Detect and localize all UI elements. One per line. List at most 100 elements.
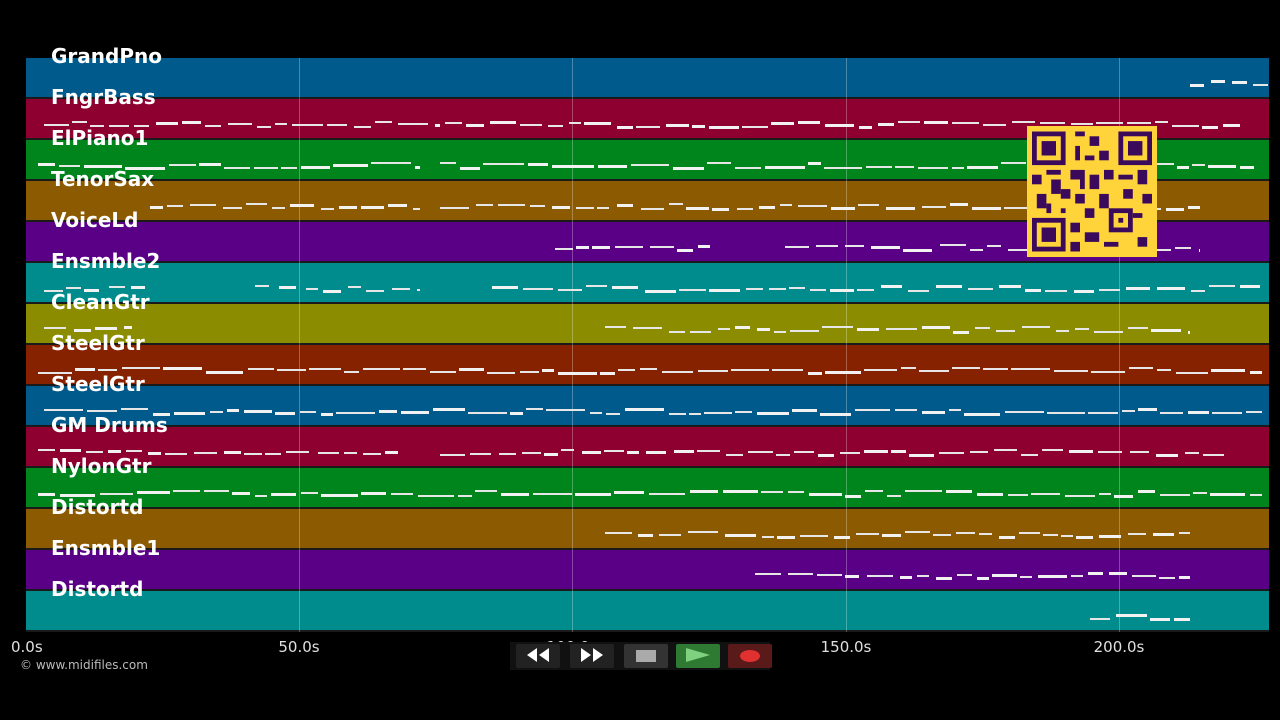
- midi-note: [344, 371, 359, 373]
- track-label: GM Drums: [51, 413, 168, 437]
- midi-note: [859, 126, 872, 129]
- midi-note: [576, 207, 594, 209]
- midi-note: [987, 245, 1001, 247]
- midi-note: [856, 533, 879, 535]
- midi-note: [808, 162, 821, 165]
- midi-note: [1071, 575, 1083, 577]
- midi-note: [679, 289, 706, 291]
- midi-note: [1099, 493, 1111, 495]
- midi-note: [459, 368, 484, 371]
- midi-note: [731, 369, 769, 371]
- lane-separator: [26, 466, 1269, 468]
- midi-note: [100, 493, 133, 495]
- midi-note: [148, 452, 161, 455]
- midi-note: [901, 367, 916, 369]
- grid-line: [846, 58, 847, 632]
- midi-note: [182, 121, 201, 124]
- midi-note: [790, 330, 819, 332]
- time-tick-label: 0.0s: [11, 638, 43, 656]
- midi-note: [1019, 532, 1040, 534]
- midi-note: [788, 491, 804, 493]
- midi-note: [909, 454, 934, 457]
- midi-note: [818, 454, 834, 457]
- midi-note: [468, 412, 507, 414]
- record-icon: [739, 647, 761, 666]
- midi-note: [707, 162, 731, 164]
- midi-note: [435, 124, 440, 127]
- midi-note: [1065, 495, 1095, 497]
- midi-note: [755, 573, 781, 575]
- midi-note: [153, 413, 170, 416]
- midi-note: [510, 412, 523, 415]
- track-label: VoiceLd: [51, 208, 139, 232]
- midi-note: [1130, 451, 1149, 453]
- midi-note: [255, 285, 269, 287]
- play-button[interactable]: [676, 644, 720, 668]
- midi-note: [612, 286, 638, 289]
- midi-note: [590, 412, 602, 414]
- midi-note: [669, 331, 685, 333]
- midi-note: [726, 454, 743, 456]
- midi-note: [692, 125, 705, 128]
- track-lane: [26, 58, 1269, 97]
- midi-note: [391, 493, 413, 495]
- midi-note: [131, 286, 145, 289]
- midi-note: [363, 453, 381, 455]
- midi-note: [206, 371, 243, 374]
- midi-note: [576, 246, 589, 249]
- lane-separator: [26, 589, 1269, 591]
- qr-code-icon: [1027, 126, 1157, 257]
- midi-note: [605, 326, 626, 328]
- midi-note: [109, 286, 125, 288]
- midi-note: [605, 532, 632, 534]
- midi-note: [650, 246, 674, 248]
- qr-code-graphic: [1032, 131, 1152, 252]
- midi-note: [1175, 247, 1191, 249]
- midi-note: [108, 450, 121, 453]
- fast-forward-button[interactable]: [570, 644, 614, 668]
- midi-note: [1153, 533, 1174, 536]
- midi-note: [924, 121, 948, 124]
- midi-note: [882, 534, 901, 537]
- midi-note: [1202, 126, 1218, 129]
- midi-note: [1143, 163, 1174, 165]
- record-button[interactable]: [728, 644, 772, 668]
- lane-separator: [26, 302, 1269, 304]
- midi-note: [1096, 122, 1123, 124]
- midi-note: [697, 450, 720, 452]
- stop-button[interactable]: [624, 644, 668, 668]
- midi-note: [501, 493, 529, 496]
- midi-note: [433, 408, 465, 411]
- midi-note: [552, 165, 594, 168]
- midi-note: [1160, 494, 1190, 496]
- lane-separator: [26, 138, 1269, 140]
- rewind-button[interactable]: [516, 644, 560, 668]
- midi-note: [1240, 166, 1254, 169]
- midi-note: [950, 203, 968, 206]
- midi-note: [1208, 165, 1236, 168]
- midi-note: [173, 490, 200, 492]
- midi-note: [689, 413, 701, 415]
- lane-separator: [26, 220, 1269, 222]
- midi-note: [354, 126, 371, 128]
- fast-forward-icon: [579, 647, 605, 666]
- track-lane: [26, 550, 1269, 589]
- midi-note: [586, 285, 607, 287]
- midi-note: [292, 124, 323, 126]
- midi-note: [300, 411, 316, 413]
- midi-note: [1176, 372, 1208, 374]
- midi-note: [150, 206, 163, 209]
- midi-note: [1076, 536, 1093, 539]
- midi-note: [737, 208, 753, 210]
- track-label: SteelGtr: [51, 331, 145, 355]
- midi-note: [1188, 411, 1209, 414]
- midi-note: [244, 453, 262, 455]
- midi-note: [440, 207, 469, 209]
- midi-note: [466, 124, 484, 127]
- midi-note: [339, 206, 357, 209]
- midi-note: [903, 249, 932, 252]
- midi-note: [548, 125, 563, 127]
- midi-note: [645, 290, 676, 293]
- midi-note: [970, 451, 988, 453]
- midi-note: [834, 536, 850, 539]
